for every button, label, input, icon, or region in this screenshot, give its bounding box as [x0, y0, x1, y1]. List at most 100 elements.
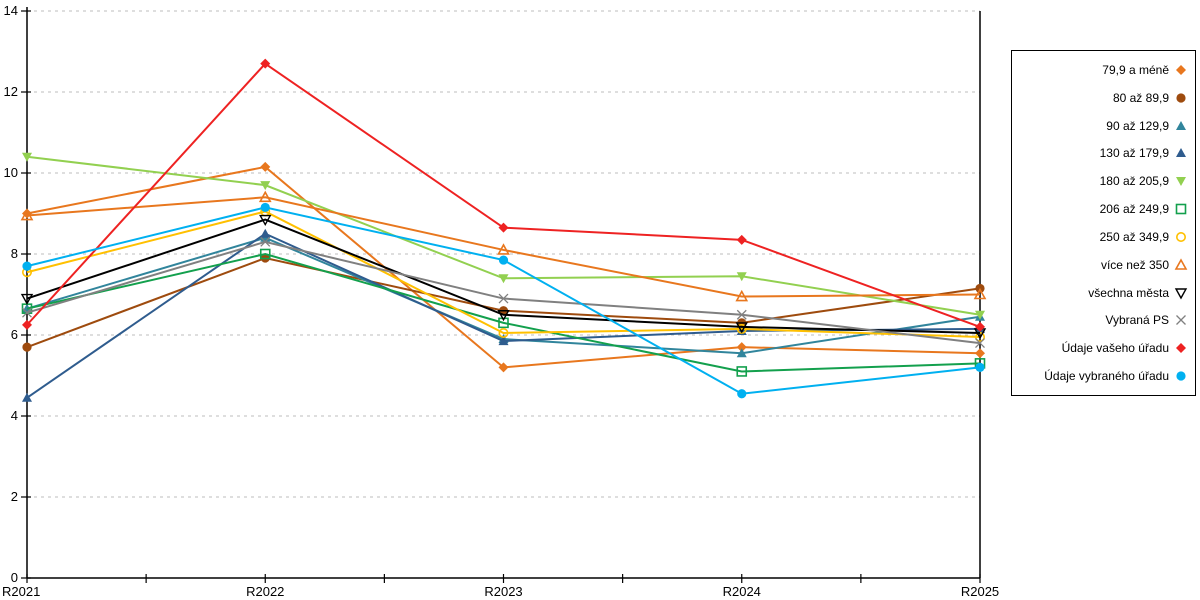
- data-point-marker: [736, 348, 747, 358]
- triangle-up-open-legend-icon: [1174, 258, 1188, 270]
- data-point-marker: [1176, 148, 1186, 158]
- data-point-marker: [736, 366, 748, 377]
- circle-filled-legend-icon: [1176, 93, 1186, 103]
- chart-plot-area: 0 2 4 6 8 10 12 14 R2021 R2022 R2023 R2024 R2025: [2, 3, 999, 599]
- y-axis-label: 10: [4, 165, 18, 180]
- data-point-marker: [498, 327, 509, 338]
- diamond-filled-legend-icon: [1176, 65, 1186, 75]
- legend-label: 80 až 89,9: [1112, 90, 1169, 105]
- series-path: [26, 252, 981, 373]
- legend-label: 250 až 349,9: [1099, 229, 1169, 244]
- legend-label: 130 až 179,9: [1099, 146, 1169, 161]
- legend-item: 250 až 349,9: [1016, 230, 1189, 244]
- x-axis-label: R2023: [484, 584, 522, 599]
- data-point-marker: [498, 362, 509, 373]
- data-point-marker: [260, 181, 271, 191]
- series-line: [22, 58, 985, 332]
- data-point-marker: [22, 319, 32, 330]
- data-point-marker: [1176, 177, 1186, 187]
- data-point-marker: [498, 293, 509, 304]
- data-point-marker: [498, 255, 509, 265]
- data-point-marker: [1175, 203, 1187, 215]
- data-point-marker: [22, 392, 32, 402]
- series-line: [22, 202, 985, 399]
- y-axis-label: 14: [4, 3, 18, 18]
- y-axis-label: 8: [11, 246, 18, 261]
- data-point-marker: [737, 389, 747, 399]
- series-path: [26, 210, 981, 339]
- legend-item: 130 až 179,9: [1016, 146, 1189, 160]
- data-point-marker: [20, 293, 34, 305]
- x-legend-icon: [1176, 315, 1186, 326]
- data-point-marker: [975, 362, 985, 372]
- data-point-marker: [1176, 231, 1186, 242]
- legend-label: 206 až 249,9: [1099, 202, 1169, 217]
- legend-item: Vybraná PS: [1016, 313, 1189, 327]
- legend-item: 80 až 89,9: [1016, 91, 1189, 105]
- data-point-marker: [259, 248, 271, 260]
- legend-label: 79,9 a méně: [1102, 63, 1169, 77]
- data-point-marker: [1176, 371, 1186, 381]
- data-point-marker: [736, 309, 747, 320]
- legend-item: 79,9 a méně: [1016, 63, 1189, 77]
- series-path: [26, 218, 981, 334]
- x-axis-label: R2024: [723, 584, 761, 599]
- data-point-marker: [258, 190, 272, 203]
- data-point-marker: [1176, 65, 1186, 75]
- data-point-marker: [1174, 287, 1188, 299]
- legend-item: 90 až 129,9: [1016, 119, 1189, 133]
- legend-label: Údaje vašeho úřadu: [1061, 341, 1169, 356]
- data-point-marker: [736, 342, 747, 353]
- triangle-up-filled-legend-icon: [1176, 148, 1186, 158]
- data-point-marker: [260, 58, 271, 69]
- legend-item: 180 až 205,9: [1016, 174, 1189, 188]
- data-point-marker: [1174, 258, 1188, 270]
- legend-item: Údaje vybraného úřadu: [1016, 369, 1189, 383]
- data-point-marker: [975, 321, 985, 332]
- data-point-marker: [260, 161, 271, 172]
- data-point-marker: [497, 310, 510, 322]
- series-path: [26, 196, 981, 298]
- x-axis-label: R2022: [246, 584, 284, 599]
- legend-label: Údaje vybraného úřadu: [1044, 368, 1169, 383]
- circle-open-legend-icon: [1176, 231, 1186, 242]
- data-point-marker: [498, 274, 509, 284]
- legend-label: všechna města: [1088, 285, 1169, 300]
- y-axis-label: 12: [4, 84, 18, 99]
- data-point-marker: [22, 261, 32, 271]
- triangle-down-open-legend-icon: [1174, 287, 1188, 299]
- legend-item: 206 až 249,9: [1016, 202, 1189, 216]
- legend: 79,9 a méně 80 až 89,9 90 až 129,9 130 až 1…: [1011, 50, 1196, 396]
- y-axis-label: 0: [11, 570, 18, 585]
- data-point-marker: [1176, 315, 1186, 326]
- legend-label: více než 350: [1100, 257, 1169, 272]
- data-point-marker: [260, 236, 271, 247]
- circle-filled-legend-icon: [1176, 371, 1186, 381]
- legend-label: 90 až 129,9: [1106, 118, 1169, 133]
- legend-item: všechna města: [1016, 286, 1189, 300]
- data-point-marker: [975, 348, 985, 359]
- series-line: [20, 190, 987, 302]
- data-point-marker: [1176, 93, 1186, 103]
- legend-item: více než 350: [1016, 258, 1189, 272]
- data-point-marker: [498, 336, 509, 346]
- x-axis-label: R2021: [2, 584, 40, 599]
- legend-label: 180 až 205,9: [1099, 174, 1169, 189]
- data-point-marker: [497, 243, 510, 255]
- legend-label: Vybraná PS: [1105, 313, 1169, 328]
- series-path: [26, 62, 981, 328]
- series-line: [20, 214, 987, 340]
- x-axis-label: R2025: [961, 584, 999, 599]
- triangle-down-filled-legend-icon: [1176, 177, 1186, 187]
- series-line: [22, 152, 985, 320]
- data-point-marker: [22, 307, 32, 318]
- data-point-marker: [498, 222, 509, 233]
- triangle-up-filled-legend-icon: [1176, 120, 1186, 130]
- data-point-marker: [260, 202, 270, 213]
- data-point-marker: [259, 214, 272, 227]
- data-point-marker: [22, 152, 32, 162]
- series-line: [22, 236, 985, 349]
- y-axis-label: 2: [11, 489, 18, 504]
- data-point-marker: [1176, 120, 1186, 130]
